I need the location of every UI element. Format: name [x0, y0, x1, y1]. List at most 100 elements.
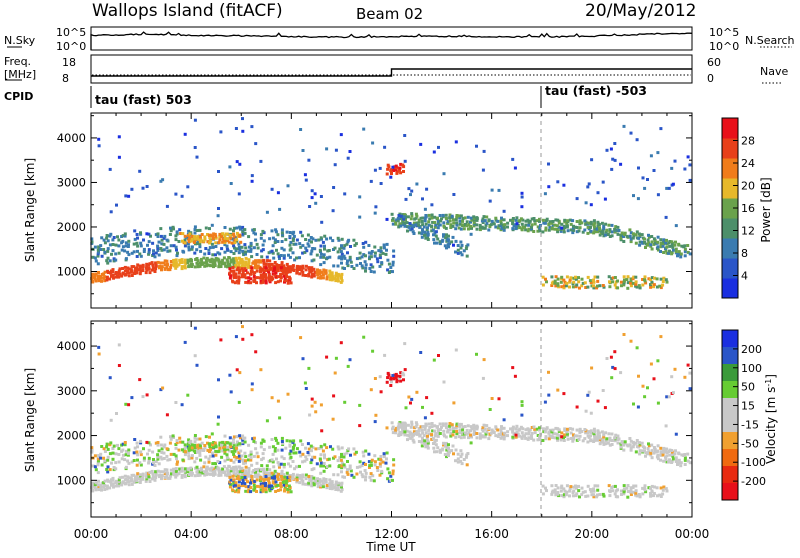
velocity-cell	[336, 459, 340, 463]
velocity-cell	[274, 438, 278, 442]
power-cell	[233, 274, 237, 278]
power-cell	[443, 244, 447, 248]
power-cell	[241, 117, 244, 121]
power-cell	[629, 284, 633, 288]
power-cell	[514, 218, 518, 222]
power-cell	[175, 248, 178, 252]
power-cell	[569, 276, 573, 280]
power-cell	[403, 134, 407, 137]
power-cell	[398, 217, 402, 221]
power-cell	[647, 235, 651, 239]
velocity-cell	[103, 479, 107, 483]
power-cell	[195, 261, 199, 265]
velocity-cell	[310, 481, 314, 485]
power-cell	[236, 261, 240, 265]
velocity-cell	[392, 463, 396, 467]
power-cell	[373, 254, 377, 258]
velocity-cell	[247, 469, 251, 473]
power-cell	[273, 261, 277, 264]
power-cell	[332, 186, 336, 189]
power-cell	[346, 264, 350, 268]
velocity-cell	[352, 447, 356, 451]
velocity-cell	[665, 454, 669, 458]
power-cell	[232, 232, 235, 236]
velocity-cell	[379, 455, 383, 458]
velocity-cell	[617, 437, 621, 441]
power-cell	[268, 280, 272, 284]
power-cell	[132, 250, 136, 254]
power-cell	[187, 245, 191, 249]
velocity-cell	[110, 461, 113, 465]
velocity-cell	[208, 472, 211, 476]
velocity-cell	[550, 492, 554, 496]
power-cell	[127, 239, 131, 243]
power-cell	[352, 267, 356, 270]
velocity-cell	[442, 441, 445, 445]
power-cell	[369, 263, 373, 267]
power-cell	[124, 244, 128, 248]
velocity-cell	[586, 484, 590, 488]
velocity-cell	[677, 458, 681, 462]
velocity-cell	[229, 458, 233, 462]
velocity-cell	[216, 460, 220, 463]
power-cell	[390, 172, 393, 175]
velocity-cell	[334, 356, 338, 360]
velocity-cell	[601, 492, 605, 496]
power-cell	[244, 268, 248, 272]
velocity-cell	[596, 429, 600, 433]
velocity-cell	[288, 479, 291, 482]
velocity-cell	[315, 479, 319, 483]
velocity-cell	[212, 441, 216, 444]
velocity-cell	[358, 403, 362, 407]
velocity-cell	[436, 428, 440, 432]
velocity-cell	[592, 487, 595, 491]
power-cell	[592, 280, 596, 284]
power-cell	[350, 265, 354, 268]
power-cell	[426, 230, 430, 234]
velocity-cell	[475, 432, 479, 435]
power-cell	[334, 271, 338, 275]
velocity-cell	[244, 459, 247, 463]
velocity-cell	[106, 465, 110, 469]
power-cell	[163, 267, 167, 271]
power-cell	[361, 266, 365, 270]
velocity-cell	[629, 488, 633, 491]
velocity-cell	[169, 474, 173, 478]
power-cell	[187, 240, 191, 244]
velocity-cell	[343, 475, 346, 479]
power-cell	[180, 265, 184, 269]
power-cell	[126, 270, 130, 274]
power-cell	[235, 231, 239, 235]
velocity-cell	[391, 431, 395, 435]
power-cell	[160, 238, 164, 242]
power-cell	[449, 223, 453, 227]
power-pixels	[90, 117, 692, 290]
x-tick-label: 20:00	[575, 527, 610, 541]
power-cell	[542, 221, 546, 225]
velocity-cell	[276, 448, 280, 452]
power-cell	[109, 271, 113, 275]
power-cell	[494, 225, 498, 229]
power-cell	[97, 137, 101, 141]
y-tick-label: 3000	[57, 175, 86, 189]
power-cell	[301, 251, 305, 255]
velocity-cell	[312, 467, 316, 471]
velocity-cell	[210, 451, 214, 455]
velocity-cell	[634, 493, 638, 497]
power-cell	[378, 166, 382, 170]
velocity-cell	[304, 455, 308, 459]
velocity-cell	[247, 485, 251, 489]
power-cell	[586, 285, 590, 289]
velocity-cell	[192, 449, 196, 453]
velocity-cell	[111, 484, 115, 487]
power-cell	[442, 221, 446, 225]
power-cell	[656, 235, 660, 239]
power-cell	[452, 243, 455, 247]
velocity-cell	[135, 463, 139, 467]
power-cell	[460, 253, 464, 257]
velocity-cell	[340, 464, 344, 468]
power-cell	[108, 234, 112, 238]
velocity-cell	[203, 473, 207, 477]
velocity-cell	[372, 479, 376, 483]
velocity-cell	[97, 345, 101, 349]
